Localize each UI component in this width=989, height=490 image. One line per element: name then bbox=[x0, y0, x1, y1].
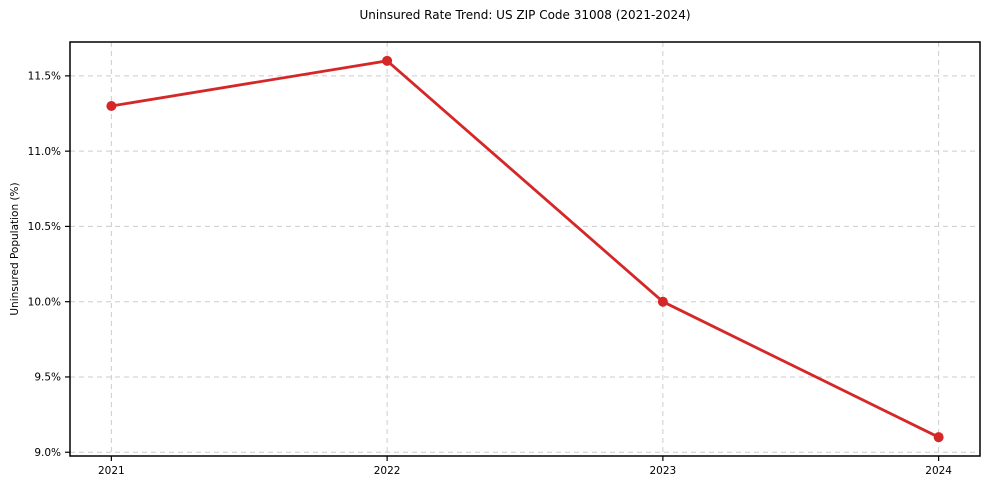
trend-line bbox=[109, 59, 941, 439]
data-point-marker bbox=[106, 100, 117, 111]
chart-title: Uninsured Rate Trend: US ZIP Code 31008 … bbox=[359, 8, 691, 22]
y-tick-label: 10.5% bbox=[28, 221, 61, 233]
y-tick-label: 9.0% bbox=[34, 447, 61, 459]
y-tick-label: 10.0% bbox=[28, 296, 61, 308]
x-tick-label: 2021 bbox=[98, 465, 125, 477]
data-point-marker bbox=[382, 55, 393, 66]
x-tick-label: 2022 bbox=[374, 465, 401, 477]
y-tick-label: 11.0% bbox=[28, 146, 61, 158]
y-tick-label: 9.5% bbox=[34, 372, 61, 384]
data-point-marker bbox=[933, 432, 944, 443]
plot-border bbox=[69, 41, 981, 457]
x-tick-label: 2023 bbox=[650, 465, 677, 477]
y-tick-label: 11.5% bbox=[28, 71, 61, 83]
x-tick-label: 2024 bbox=[925, 465, 952, 477]
data-point-marker bbox=[657, 296, 668, 307]
